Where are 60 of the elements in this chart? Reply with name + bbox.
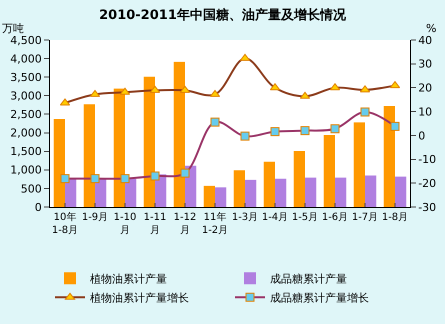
bar — [275, 178, 286, 207]
y2-tick-label: 0 — [418, 129, 426, 142]
y-tick-label: 500 — [20, 182, 42, 196]
x-tick-label: 1-7月 — [352, 212, 378, 223]
y-tick-label: 3,500 — [10, 70, 42, 84]
y2-tick-label: -10 — [418, 153, 436, 166]
y-tick-label: 1,500 — [10, 145, 42, 158]
bar — [54, 119, 65, 207]
bar — [204, 186, 215, 207]
y-axis-title: 万吨 — [2, 22, 24, 35]
chart-title: 2010-2011年中国糖、油产量及增长情况 — [99, 6, 347, 23]
legend-label: 植物油累计产量增长 — [90, 292, 189, 305]
legend-label: 植物油累计产量 — [90, 272, 167, 286]
x-tick-label: 10年 1-8月 — [52, 211, 78, 236]
bar — [395, 176, 406, 207]
y-tick-label: 4,500 — [10, 34, 42, 47]
y2-tick-label: 10 — [418, 105, 432, 118]
y2-tick-label: 20 — [418, 82, 432, 95]
bar — [264, 162, 275, 207]
bar — [384, 106, 395, 207]
y-tick-label: 2,000 — [10, 126, 42, 140]
legend-label: 成品糖累计产量增长 — [270, 292, 369, 305]
x-tick-label: 1-12 月 — [174, 212, 196, 236]
y-tick-label: 0 — [34, 200, 42, 214]
bar — [114, 88, 125, 207]
y-tick-label: 3,000 — [10, 90, 42, 103]
bar — [125, 178, 136, 207]
bar — [324, 135, 335, 207]
x-tick-label: 1-3月 — [232, 212, 258, 223]
bar — [95, 178, 106, 207]
bar — [84, 104, 95, 207]
x-tick-label: 1-8月 — [382, 212, 408, 223]
x-tick-label: 1-10 月 — [114, 212, 136, 236]
bar — [185, 166, 196, 207]
bar — [245, 180, 256, 207]
bar — [215, 187, 226, 207]
bar — [294, 150, 305, 207]
y-tick-label: 2,500 — [10, 108, 42, 122]
x-tick-label: 1-4月 — [262, 212, 288, 223]
legend-label: 成品糖累计产量 — [270, 272, 347, 286]
bar — [234, 170, 245, 207]
bar — [354, 122, 365, 207]
y-tick-label: 1,000 — [10, 164, 42, 177]
bar — [174, 62, 185, 207]
x-tick-label: 1-11 月 — [144, 212, 166, 236]
y2-tick-label: -30 — [418, 200, 436, 214]
y-tick-label: 4,000 — [10, 52, 42, 66]
bar — [365, 175, 376, 207]
y2-tick-label: -20 — [418, 176, 436, 190]
x-tick-label: 1-6月 — [322, 212, 348, 223]
bar — [144, 76, 155, 207]
y2-tick-label: 40 — [418, 34, 432, 47]
x-tick-label: 1-5月 — [292, 212, 318, 223]
x-tick-label: 1-9月 — [82, 212, 108, 223]
x-tick-label: 11年 1-2月 — [202, 211, 228, 236]
y2-axis-title: % — [426, 22, 436, 35]
bar — [305, 178, 316, 207]
bar — [335, 178, 346, 207]
y2-tick-label: 30 — [418, 58, 432, 71]
bar — [65, 178, 76, 207]
